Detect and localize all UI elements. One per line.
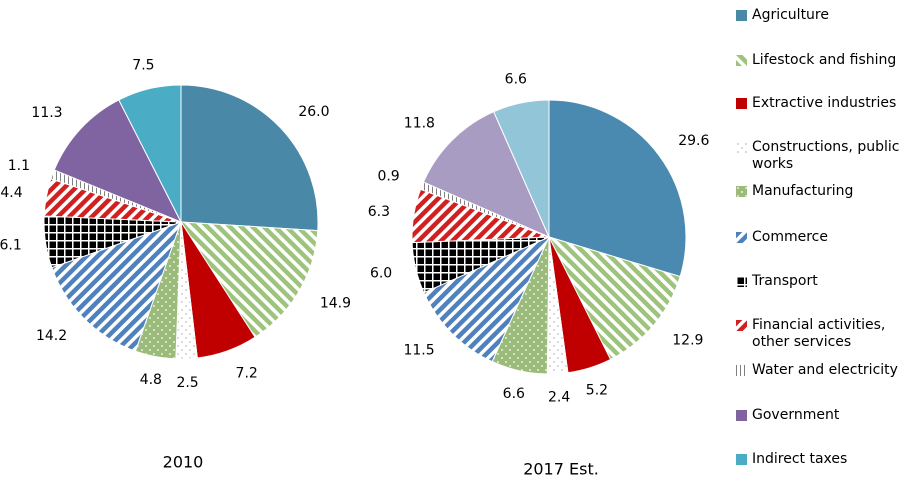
legend-item: Water and electricity xyxy=(736,362,912,379)
data-label: 14.2 xyxy=(36,328,67,344)
legend-swatch xyxy=(736,365,747,376)
legend-label: Manufacturing xyxy=(752,183,854,199)
legend-swatch xyxy=(736,142,747,153)
data-label: 11.8 xyxy=(404,115,435,131)
legend-label: Transport xyxy=(752,273,818,289)
pie-slice xyxy=(422,110,550,238)
pie-slice xyxy=(118,84,182,223)
data-label: 7.5 xyxy=(132,57,154,73)
legend-swatch xyxy=(736,410,747,421)
legend-label: Financial activities, other services xyxy=(752,317,886,350)
data-label: 5.2 xyxy=(586,383,608,399)
pie-slice xyxy=(548,99,687,278)
legend-item: Government xyxy=(736,407,912,424)
legend-swatch xyxy=(736,320,747,331)
data-label: 6.0 xyxy=(370,266,392,282)
pie-slice xyxy=(180,84,319,232)
data-label: 7.2 xyxy=(236,365,258,381)
legend-swatch xyxy=(736,98,747,109)
data-label: 2.5 xyxy=(176,375,198,391)
data-label: 14.9 xyxy=(320,296,351,312)
legend-item: Commerce xyxy=(736,229,912,246)
legend-label: Water and electricity xyxy=(752,362,898,378)
pie-title: 2017 Est. xyxy=(523,460,599,479)
data-label: 6.1 xyxy=(0,238,22,254)
data-label: 12.9 xyxy=(672,333,703,349)
legend-swatch xyxy=(736,186,747,197)
legend-item: Constructions, public works xyxy=(736,139,912,173)
legend-swatch xyxy=(736,276,747,287)
data-label: 4.4 xyxy=(0,185,22,201)
pie-title: 2010 xyxy=(163,453,204,472)
data-label: 2.4 xyxy=(548,390,570,406)
legend-label: Commerce xyxy=(752,229,828,245)
legend-item: Manufacturing xyxy=(736,183,912,200)
legend-item: Extractive industries xyxy=(736,95,912,112)
pie-slice xyxy=(51,221,182,352)
legend-swatch xyxy=(736,454,747,465)
legend-swatch xyxy=(736,55,747,66)
data-label: 6.3 xyxy=(368,204,390,220)
data-label: 26.0 xyxy=(298,104,329,120)
data-label: 6.6 xyxy=(503,386,525,402)
pie-slice xyxy=(53,99,183,223)
pie-slice xyxy=(493,99,550,238)
data-label: 0.9 xyxy=(377,169,399,185)
pie-slice xyxy=(180,221,319,338)
legend-label: Agriculture xyxy=(752,7,829,23)
data-label: 11.5 xyxy=(403,342,434,358)
legend-label: Government xyxy=(752,407,840,423)
legend-item: Financial activities, other services xyxy=(736,317,912,351)
pie-slice xyxy=(423,236,551,363)
legend-swatch xyxy=(736,232,747,243)
legend-item: Indirect taxes xyxy=(736,451,912,468)
legend-label: Extractive industries xyxy=(752,95,897,111)
legend-swatch xyxy=(736,10,747,21)
chart: 26.0 14.9 7.2 2.5 4.8 14.2 6.1 4.4 1.1 11.3 7.5 201… xyxy=(0,57,709,479)
data-label: 4.8 xyxy=(140,372,162,388)
data-label: 11.3 xyxy=(31,105,62,121)
data-label: 6.6 xyxy=(505,71,527,87)
data-label: 1.1 xyxy=(8,158,30,174)
legend-label: Indirect taxes xyxy=(752,451,848,467)
pie-slice xyxy=(548,236,681,361)
data-label: 29.6 xyxy=(678,133,709,149)
legend-item: Lifestock and fishing xyxy=(736,52,912,69)
legend-label: Constructions, public works xyxy=(752,139,900,172)
legend-item: Transport xyxy=(736,273,912,290)
legend-item: Agriculture xyxy=(736,7,912,24)
legend-label: Lifestock and fishing xyxy=(752,52,897,68)
